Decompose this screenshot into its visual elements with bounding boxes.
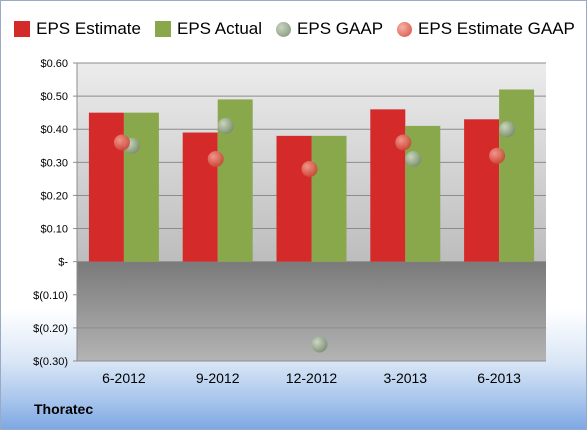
x-tick-label: 3-2013 [384,370,428,386]
legend-label-eps-gaap: EPS GAAP [297,19,384,38]
point-eps-gaap [311,336,328,353]
bar-eps-actual [405,125,441,262]
legend-swatch-eps-estimate [14,21,31,37]
point-eps-gaap [405,151,422,168]
point-eps-estimate-gaap [113,134,130,151]
bar-eps-actual [123,112,159,262]
bar-eps-actual [311,135,347,262]
legend-swatch-eps-actual [154,21,171,37]
bar-eps-estimate [464,119,500,262]
legend-label-eps-actual: EPS Actual [176,19,263,38]
point-eps-gaap [217,117,234,134]
point-eps-estimate-gaap [395,134,412,151]
legend-item-eps-estimate: EPS Estimate [14,19,141,39]
x-tick-label: 9-2012 [196,370,240,386]
company-name: Thoratec [34,401,94,417]
x-tick-label: 6-2012 [102,370,146,386]
y-tick-label: $(0.20) [33,323,68,335]
y-tick-label: $0.60 [40,58,68,70]
y-tick-label: $0.20 [40,190,68,202]
bar-eps-actual [499,89,535,262]
bar-eps-estimate [88,112,124,262]
y-tick-label: $- [58,257,68,269]
legend-marker-eps-gaap [276,21,292,37]
legend-item-eps-actual: EPS Actual [154,19,263,39]
y-tick-label: $(0.30) [33,356,68,368]
point-eps-estimate-gaap [489,147,506,164]
bar-eps-estimate [370,109,406,262]
legend-item-eps-gaap: EPS GAAP [276,19,383,39]
legend-label-eps-estimate-gaap: EPS Estimate GAAP [418,19,575,38]
bar-eps-estimate [276,135,312,262]
y-tick-label: $0.30 [40,157,68,169]
x-tick-label: 12-2012 [286,370,338,386]
legend-marker-eps-estimate-gaap [397,21,413,37]
point-eps-estimate-gaap [301,160,318,177]
legend: EPS Estimate EPS Actual EPS GAAP EPS Est… [1,15,587,43]
y-tick-label: $0.50 [40,91,68,103]
point-eps-gaap [499,121,516,138]
y-tick-label: $(0.10) [33,290,68,302]
legend-label-eps-estimate: EPS Estimate [36,19,141,38]
plot-area-negative [77,261,546,361]
legend-item-eps-estimate-gaap: EPS Estimate GAAP [397,19,575,39]
y-tick-label: $0.40 [40,124,68,136]
point-eps-estimate-gaap [207,151,224,168]
y-tick-label: $0.10 [40,224,68,236]
x-tick-label: 6-2013 [477,370,521,386]
